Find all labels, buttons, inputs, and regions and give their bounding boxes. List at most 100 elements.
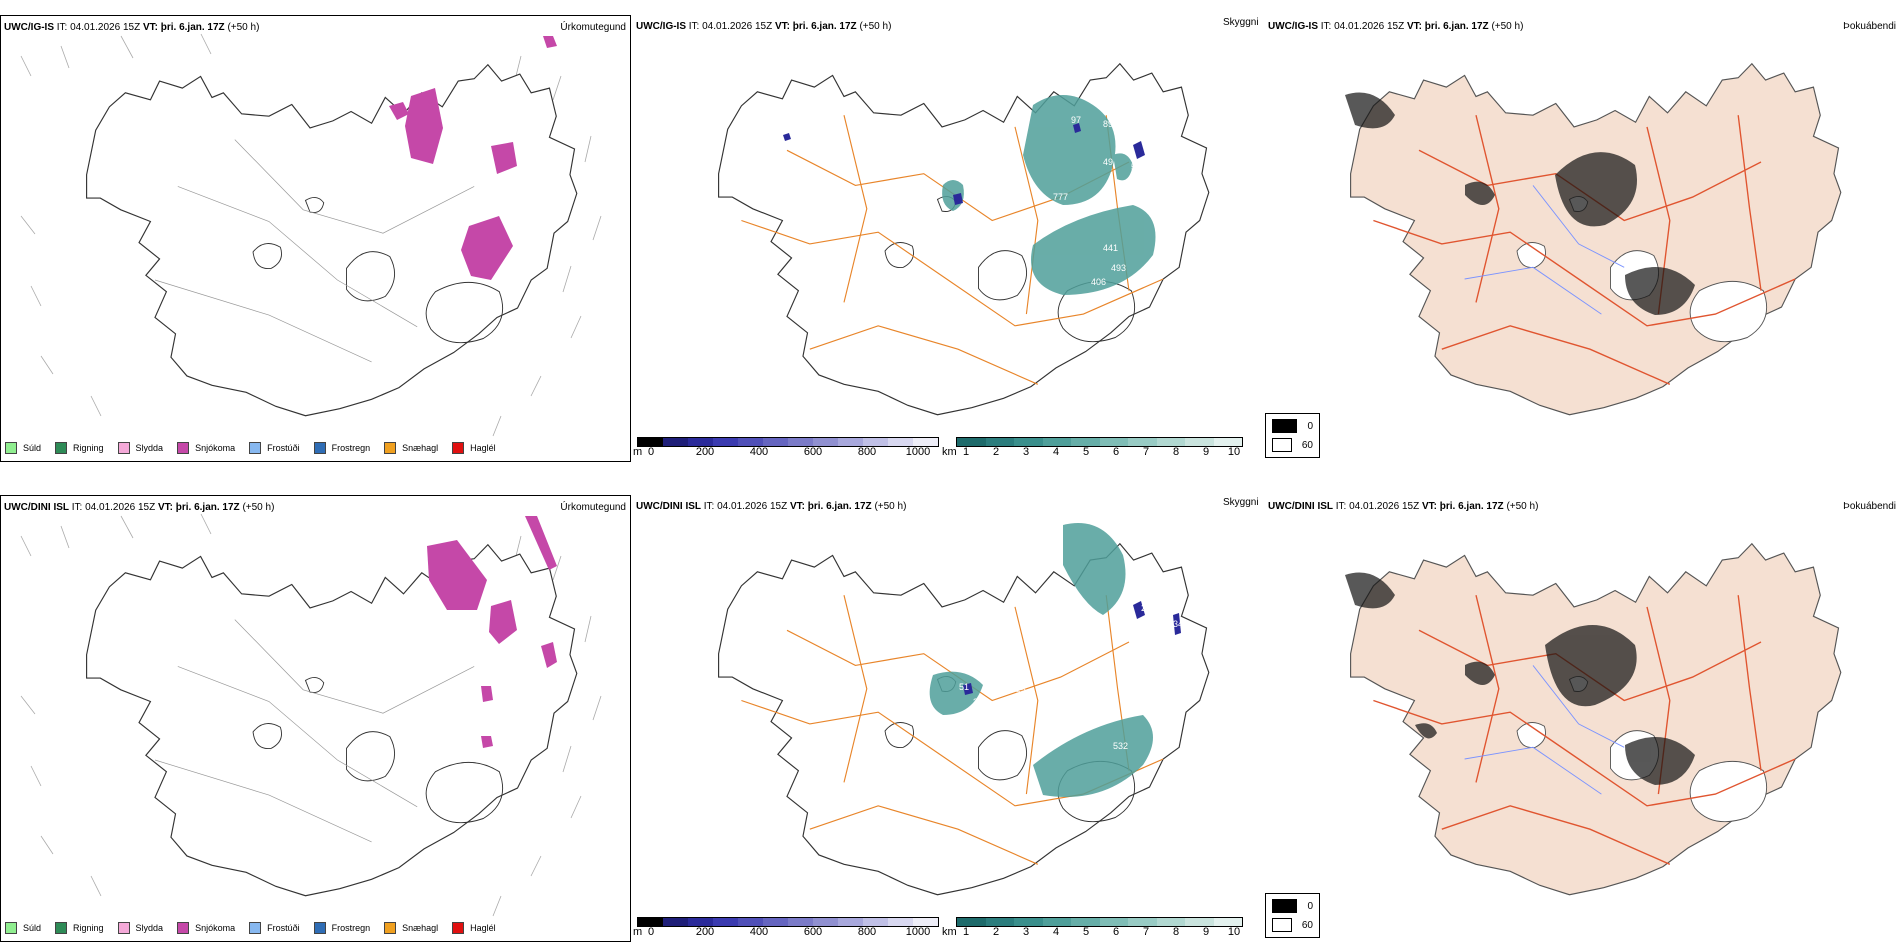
it-value: 04.01.2026 15Z	[70, 22, 141, 33]
vis-value: 49	[1103, 157, 1113, 167]
panel-header: UWC/DINI ISL IT: 04.01.2026 15Z VT: þri.…	[4, 502, 274, 513]
vt-label: VT:	[157, 502, 173, 513]
colorbar-tick: 10	[1227, 446, 1241, 458]
colorbar-tick: 0	[647, 926, 655, 938]
legend-swatch	[452, 442, 465, 454]
colorbar-tick: 4	[1052, 446, 1060, 458]
vis-value: 441	[1103, 243, 1118, 253]
it-label: IT:	[703, 501, 715, 512]
colorbar-gradient	[637, 917, 939, 927]
legend-label: Snæhagl	[402, 923, 439, 933]
legend-item: Snjókoma	[177, 442, 235, 454]
vt-value: þri. 6.jan. 17Z	[792, 21, 857, 32]
it-value: 04.01.2026 15Z	[1349, 501, 1420, 512]
low-ceiling-areas	[963, 601, 1181, 695]
legend-swatch	[177, 442, 190, 454]
colorbar-tick: 6	[1112, 446, 1120, 458]
colorbar-tick: 3	[1022, 446, 1030, 458]
it-label: IT:	[71, 502, 83, 513]
legend-swatch	[452, 922, 465, 934]
model-name: UWC/DINI ISL	[636, 501, 701, 512]
it-value: 04.01.2026 15Z	[702, 21, 773, 32]
legend-item: Snæhagl	[384, 442, 438, 454]
vis-value: 532	[1113, 741, 1128, 751]
it-label: IT:	[688, 21, 700, 32]
colorbar-tick: 4	[1052, 926, 1060, 938]
vis-value: 406	[1091, 277, 1106, 287]
legend-item: Rigning	[55, 442, 104, 454]
low-ceiling-areas	[783, 123, 1145, 205]
colorbar-tick: 800	[857, 446, 877, 458]
legend-swatch	[313, 922, 326, 934]
colorbar-tick: 5	[1082, 926, 1090, 938]
legend-label: Frostregn	[331, 923, 371, 933]
legend-swatch	[55, 922, 68, 934]
snow-areas	[427, 516, 557, 748]
vis-value: 73	[943, 227, 953, 237]
lead-time: (+50 h)	[242, 502, 275, 513]
fog-legend-label: 60	[1301, 919, 1313, 931]
panel-header: UWC/DINI ISL IT: 04.01.2026 15Z VT: þri.…	[636, 501, 906, 512]
vis-value: 493	[1111, 263, 1126, 273]
legend-swatch	[313, 442, 326, 454]
legend-item: Rigning	[55, 922, 104, 934]
fog-legend-swatch	[1272, 419, 1298, 433]
fog-panel-top: UWC/IG-IS IT: 04.01.2026 15Z VT: þri. 6.…	[1265, 15, 1900, 462]
vis-value: 51	[959, 682, 969, 692]
panel-header: UWC/IG-IS IT: 04.01.2026 15Z VT: þri. 6.…	[636, 21, 891, 32]
fog-legend-item: 60	[1272, 918, 1313, 932]
colorbar-tick: 2	[992, 926, 1000, 938]
fog-panel-bottom: UWC/DINI ISL IT: 04.01.2026 15Z VT: þri.…	[1265, 495, 1900, 942]
colorbar-unit: km	[942, 446, 957, 458]
colorbar-tick: 2	[992, 446, 1000, 458]
vt-label: VT:	[774, 21, 790, 32]
lead-time: (+50 h)	[1506, 501, 1539, 512]
it-value: 04.01.2026 15Z	[1334, 21, 1405, 32]
colorbar-tick: 10	[1227, 926, 1241, 938]
legend-label: Snæhagl	[402, 443, 439, 453]
lead-time: (+50 h)	[859, 21, 892, 32]
legend-label: Frostúði	[267, 923, 300, 933]
visibility-panel-bottom: 24 34 51 395 53 532 UWC/DINI ISL IT: 04.…	[633, 495, 1263, 942]
legend-label: Haglél	[470, 443, 496, 453]
vt-value: þri. 6.jan. 17Z	[160, 22, 225, 33]
model-name: UWC/IG-IS	[636, 21, 686, 32]
colorbar-tick: 0	[647, 446, 655, 458]
precip-legend: Súld Rigning Slydda Snjókoma Frostúði Fr…	[5, 442, 496, 454]
visibility-panel-top: 97 89 49 57 777 251 73 441 493 406 UWC/I…	[633, 15, 1263, 462]
ceiling-colorbar: m 0 200 400 600 800 1000	[633, 917, 939, 941]
it-value: 04.01.2026 15Z	[717, 501, 788, 512]
colorbar-tick: 7	[1142, 446, 1150, 458]
legend-label: Snjókoma	[195, 923, 236, 933]
fog-legend-item: 0	[1272, 419, 1313, 433]
panel-header: UWC/DINI ISL IT: 04.01.2026 15Z VT: þri.…	[1268, 501, 1538, 512]
colorbar-tick: 200	[695, 926, 715, 938]
panel-title: Þokuábendi	[1843, 501, 1896, 512]
vis-value: 89	[1103, 119, 1113, 129]
model-name: UWC/DINI ISL	[1268, 501, 1333, 512]
precip-map	[20, 33, 602, 437]
legend-label: Snjókoma	[195, 443, 236, 453]
vis-value: 24	[1141, 603, 1151, 613]
it-label: IT:	[1320, 21, 1332, 32]
colorbar-tick: 3	[1022, 926, 1030, 938]
vis-value: 97	[1071, 115, 1081, 125]
colorbar-tick: 6	[1112, 926, 1120, 938]
fog-legend-swatch	[1272, 899, 1298, 913]
colorbar-tick: 8	[1172, 446, 1180, 458]
legend-item: Haglél	[452, 922, 496, 934]
visibility-areas	[942, 95, 1156, 295]
colorbar-gradient	[637, 437, 939, 447]
visibility-colorbar: km 1 2 3 4 5 6 7 8 9 10	[942, 437, 1243, 461]
legend-label: Súld	[23, 923, 42, 933]
colorbar-unit: m	[633, 446, 643, 458]
colorbar-gradient	[956, 437, 1243, 447]
vt-label: VT:	[142, 22, 158, 33]
legend-swatch	[5, 442, 17, 454]
colorbar-tick: 8	[1172, 926, 1180, 938]
legend-item: Frostúði	[249, 922, 300, 934]
ceiling-colorbar: m 0 200 400 600 800 1000	[633, 437, 939, 461]
colorbar-tick: 600	[803, 926, 823, 938]
legend-item: Frostúði	[249, 442, 300, 454]
fog-legend-item: 0	[1272, 899, 1313, 913]
